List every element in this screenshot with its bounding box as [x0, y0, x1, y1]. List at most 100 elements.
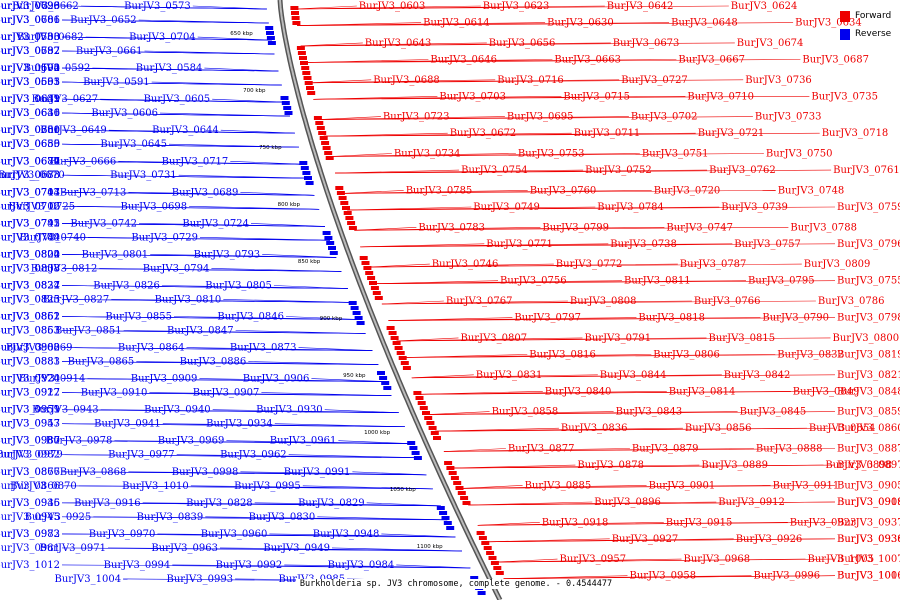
forward-gene-label: BurJV3_0785 — [406, 185, 473, 196]
reverse-gene-label: BurJV3_0698 — [120, 201, 187, 212]
gene-connector-line — [294, 5, 729, 10]
forward-gene-label: BurJV3_0800 — [833, 333, 900, 344]
forward-gene-label: BurJV3_0761 — [833, 165, 900, 176]
forward-gene-label: BurJV3_0821 — [837, 370, 900, 381]
forward-gene-glyph — [291, 16, 300, 20]
gene-connector-line — [427, 411, 836, 415]
forward-gene-label: BurJV3_0849 — [793, 386, 860, 397]
gene-connector-line — [354, 227, 417, 231]
reverse-gene-label: BurJV3_0659 — [0, 139, 60, 150]
reverse-gene-label: BurJV3_0862 — [0, 312, 60, 323]
forward-gene-label: BurJV3_0811 — [624, 276, 691, 287]
legend-reverse: Reverse — [840, 27, 891, 41]
reverse-gene-label: BurJV3_0987 — [0, 436, 60, 447]
reverse-gene-label: BurJV3_0731 — [110, 170, 177, 181]
gene-connector-line — [367, 263, 430, 268]
legend-forward: Forward — [840, 9, 891, 23]
forward-gene-label: BurJV3_0643 — [365, 38, 432, 49]
forward-gene-label: BurJV3_0888 — [756, 444, 823, 455]
reverse-gene-label: BurJV3_0639 — [0, 94, 60, 105]
ruler-tick-label: 750 kbp — [259, 145, 282, 151]
reverse-gene-label: BurJV3_0830 — [249, 512, 316, 523]
forward-gene-label: BurJV3_1006 — [837, 571, 900, 582]
reverse-gene-glyph — [377, 371, 385, 375]
reverse-gene-label: BurJV3_0886 — [180, 357, 247, 368]
reverse-gene-glyph — [324, 236, 333, 240]
reverse-gene-label: BurJV3_0680 — [0, 125, 60, 136]
reverse-gene-label: BurJV3_0910 — [81, 388, 148, 399]
gene-connector-line — [381, 533, 456, 538]
forward-gene-label: BurJV3_0754 — [461, 165, 528, 176]
gene-connector-line — [61, 285, 348, 289]
reverse-gene-label: BurJV3_0652 — [70, 15, 137, 26]
gene-connector-line — [495, 558, 558, 563]
reverse-gene-label: BurJV3_0789 — [0, 232, 60, 243]
forward-gene-label: BurJV3_0815 — [709, 333, 776, 344]
ruler-tick-label: 1000 kbp — [364, 430, 390, 436]
gene-connector-line — [61, 299, 354, 303]
reverse-gene-label: BurJV3_0820 — [0, 249, 60, 260]
reverse-gene-label: BurJV3_0992 — [216, 560, 283, 571]
forward-gene-label: BurJV3_0923 — [790, 517, 857, 528]
gene-connector-line — [61, 471, 427, 476]
gene-connector-line — [294, 5, 357, 10]
reverse-gene-label: BurJV3_0900 — [0, 343, 60, 354]
reverse-gene-glyph — [348, 301, 357, 305]
reverse-gene-label: BurJV3_0583 — [0, 32, 60, 43]
gene-connector-line — [61, 409, 399, 414]
forward-gene-label: BurJV3_0642 — [607, 1, 674, 12]
reverse-gene-label: BurJV3_0881 — [0, 357, 60, 368]
forward-gene-glyph — [394, 346, 403, 350]
reverse-gene-label: BurJV3_0994 — [104, 560, 171, 571]
reverse-gene-label: BurJV3_0573 — [124, 1, 191, 12]
reverse-gene-label: BurJV3_0740 — [19, 232, 86, 243]
reverse-gene-glyph — [411, 451, 420, 455]
reverse-gene-label: BurJV3_0803 — [0, 263, 60, 274]
forward-gene-glyph — [367, 276, 376, 280]
reverse-gene-label: BurJV3_0922 — [0, 388, 60, 399]
reverse-gene-glyph — [299, 161, 308, 165]
forward-gene-label: BurJV3_0634 — [795, 18, 862, 29]
gene-connector-line — [503, 575, 836, 579]
forward-gene-glyph — [319, 136, 328, 140]
gene-connector-line — [381, 300, 816, 305]
forward-gene-glyph — [296, 46, 305, 50]
reverse-gene-label: BurJV3_0946 — [0, 498, 60, 509]
forward-gene-label: BurJV3_0695 — [507, 112, 574, 123]
forward-gene-glyph — [361, 261, 370, 265]
reverse-gene-label: BurJV3_0846 — [217, 312, 284, 323]
reverse-gene-label: BurJV3_0627 — [32, 94, 99, 105]
forward-gene-glyph — [419, 406, 428, 410]
forward-gene-glyph — [336, 191, 345, 195]
reverse-gene-label: BurJV3_0792 — [0, 218, 60, 229]
forward-gene-label: BurJV3_0716 — [497, 75, 564, 86]
reverse-gene-label: BurJV3_0636 — [0, 108, 60, 119]
forward-gene-label: BurJV3_0819 — [837, 350, 900, 361]
gene-connector-line — [61, 330, 366, 334]
reverse-gene-label: BurJV3_0828 — [186, 498, 253, 509]
forward-gene-label: BurJV3_0832 — [777, 350, 844, 361]
reverse-gene-label: BurJV3_0861 — [0, 312, 60, 323]
forward-gene-glyph — [400, 361, 409, 365]
forward-gene-label: BurJV3_0840 — [545, 386, 612, 397]
reverse-gene-label: BurJV3_0959 — [0, 405, 60, 416]
forward-gene-label: BurJV3_0926 — [736, 534, 803, 545]
reverse-gene-label: BurJV3_0708 — [0, 32, 60, 43]
reverse-gene-label: BurJV3_0594 — [0, 63, 60, 74]
reverse-gene-glyph — [352, 311, 361, 315]
reverse-gene-label: BurJV3_0984 — [328, 560, 395, 571]
forward-gene-label: BurJV3_0797 — [514, 313, 581, 324]
gene-connector-line — [367, 263, 802, 268]
reverse-gene-label: BurJV3_0662 — [12, 1, 79, 12]
gene-connector-line — [309, 79, 372, 84]
gene-connector-line — [61, 347, 373, 351]
forward-gene-label: BurJV3_0809 — [804, 259, 871, 270]
reverse-gene-glyph — [407, 441, 416, 445]
gene-connector-line — [273, 285, 348, 289]
forward-gene-label: BurJV3_0648 — [671, 18, 738, 29]
gene-connector-line — [373, 280, 836, 285]
reverse-gene-label: BurJV3_0697 — [0, 46, 60, 57]
forward-gene-label: BurJV3_0844 — [600, 370, 667, 381]
forward-gene-glyph — [460, 496, 469, 500]
forward-gene-glyph — [292, 21, 301, 25]
